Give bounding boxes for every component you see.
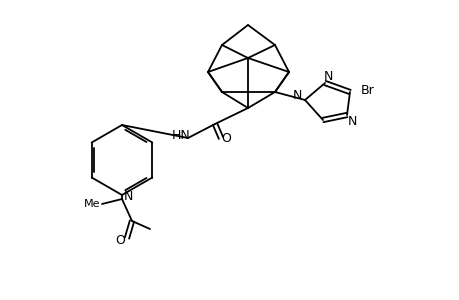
Text: O: O [115,233,125,247]
Text: N: N [123,190,132,203]
Text: N: N [291,88,301,101]
Text: Br: Br [360,83,374,97]
Text: N: N [347,115,356,128]
Text: HN: HN [171,128,190,142]
Text: O: O [221,131,230,145]
Text: N: N [323,70,332,83]
Text: Me: Me [84,199,100,209]
